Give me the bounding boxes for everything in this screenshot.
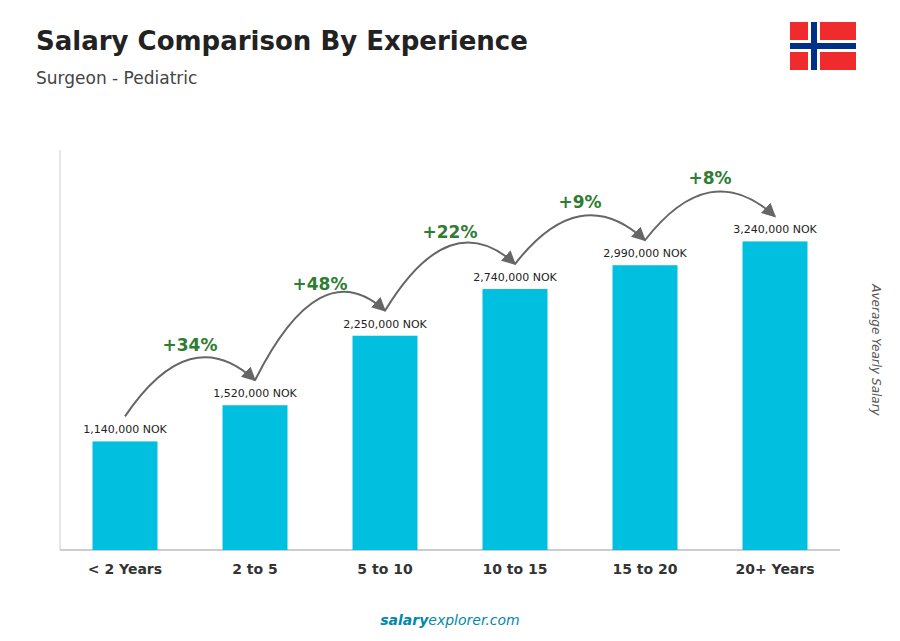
bars xyxy=(93,241,808,550)
flag-cross-blue xyxy=(790,43,856,49)
title: Salary Comparison By Experience xyxy=(36,26,528,56)
x-axis-line xyxy=(60,550,840,551)
data-label: 3,240,000 NOK xyxy=(733,223,817,236)
subtitle: Surgeon - Pediatric xyxy=(36,68,197,88)
x-tick-label: 2 to 5 xyxy=(232,561,278,577)
data-label: 1,520,000 NOK xyxy=(213,387,297,400)
annotation: +22% xyxy=(423,222,478,242)
y-axis-line xyxy=(60,150,61,550)
bar xyxy=(93,441,158,550)
annotation: +34% xyxy=(163,335,218,355)
flag-field xyxy=(790,22,856,70)
bar xyxy=(613,265,678,550)
bar xyxy=(223,405,288,550)
change-arrow xyxy=(125,357,255,416)
footer: salaryexplorer.com xyxy=(380,612,520,628)
change-arrow xyxy=(255,292,385,381)
change-arrow xyxy=(385,242,515,310)
bar xyxy=(743,241,808,550)
flag-cross-white xyxy=(790,40,856,52)
x-tick-label: 20+ Years xyxy=(735,561,814,577)
annotation: +48% xyxy=(293,274,348,294)
annotation: +8% xyxy=(688,168,731,188)
x-tick-label: 15 to 20 xyxy=(612,561,677,577)
chart: Salary Comparison By Experience Surgeon -… xyxy=(0,0,900,641)
data-label: 2,740,000 NOK xyxy=(473,271,557,284)
x-tick-label: 5 to 10 xyxy=(357,561,413,577)
flag xyxy=(790,22,856,70)
change-arrow xyxy=(515,215,645,264)
footer-bold: salary xyxy=(380,612,429,628)
change-arrow xyxy=(645,191,775,240)
data-label: 2,990,000 NOK xyxy=(603,247,687,260)
footer-normal: explorer.com xyxy=(428,612,519,628)
annotation: +9% xyxy=(558,192,601,212)
data-label: 1,140,000 NOK xyxy=(83,423,167,436)
x-tick-label: < 2 Years xyxy=(88,561,162,577)
x-tick-label: 10 to 15 xyxy=(482,561,547,577)
bar xyxy=(353,336,418,550)
y-axis-label: Average Yearly Salary xyxy=(869,283,883,416)
flag-cross-blue xyxy=(811,22,817,70)
data-label: 2,250,000 NOK xyxy=(343,318,427,331)
bar xyxy=(483,289,548,550)
